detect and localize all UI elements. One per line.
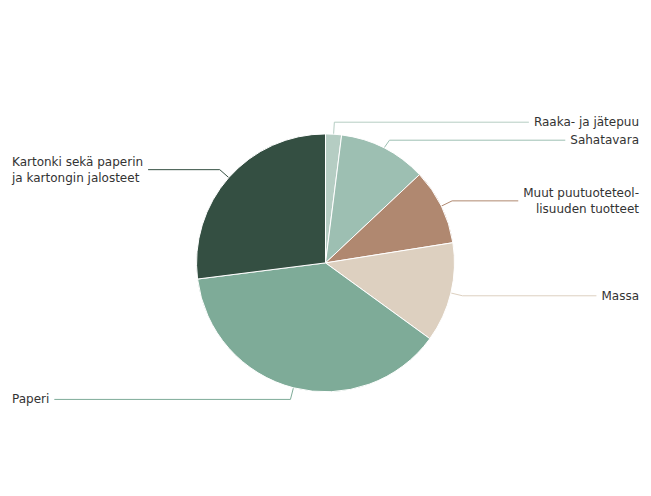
svg-text:ja kartongin jalosteet: ja kartongin jalosteet — [11, 171, 140, 185]
svg-text:Kartonki sekä paperin: Kartonki sekä paperin — [12, 155, 143, 169]
svg-text:Sahatavara: Sahatavara — [570, 133, 639, 147]
svg-text:lisuuden tuotteet: lisuuden tuotteet — [536, 202, 639, 216]
svg-text:Raaka- ja jätepuu: Raaka- ja jätepuu — [534, 115, 639, 129]
svg-text:Massa: Massa — [601, 289, 639, 303]
svg-text:Muut puutuoteteol-: Muut puutuoteteol- — [523, 186, 639, 200]
svg-text:Paperi: Paperi — [12, 392, 49, 406]
